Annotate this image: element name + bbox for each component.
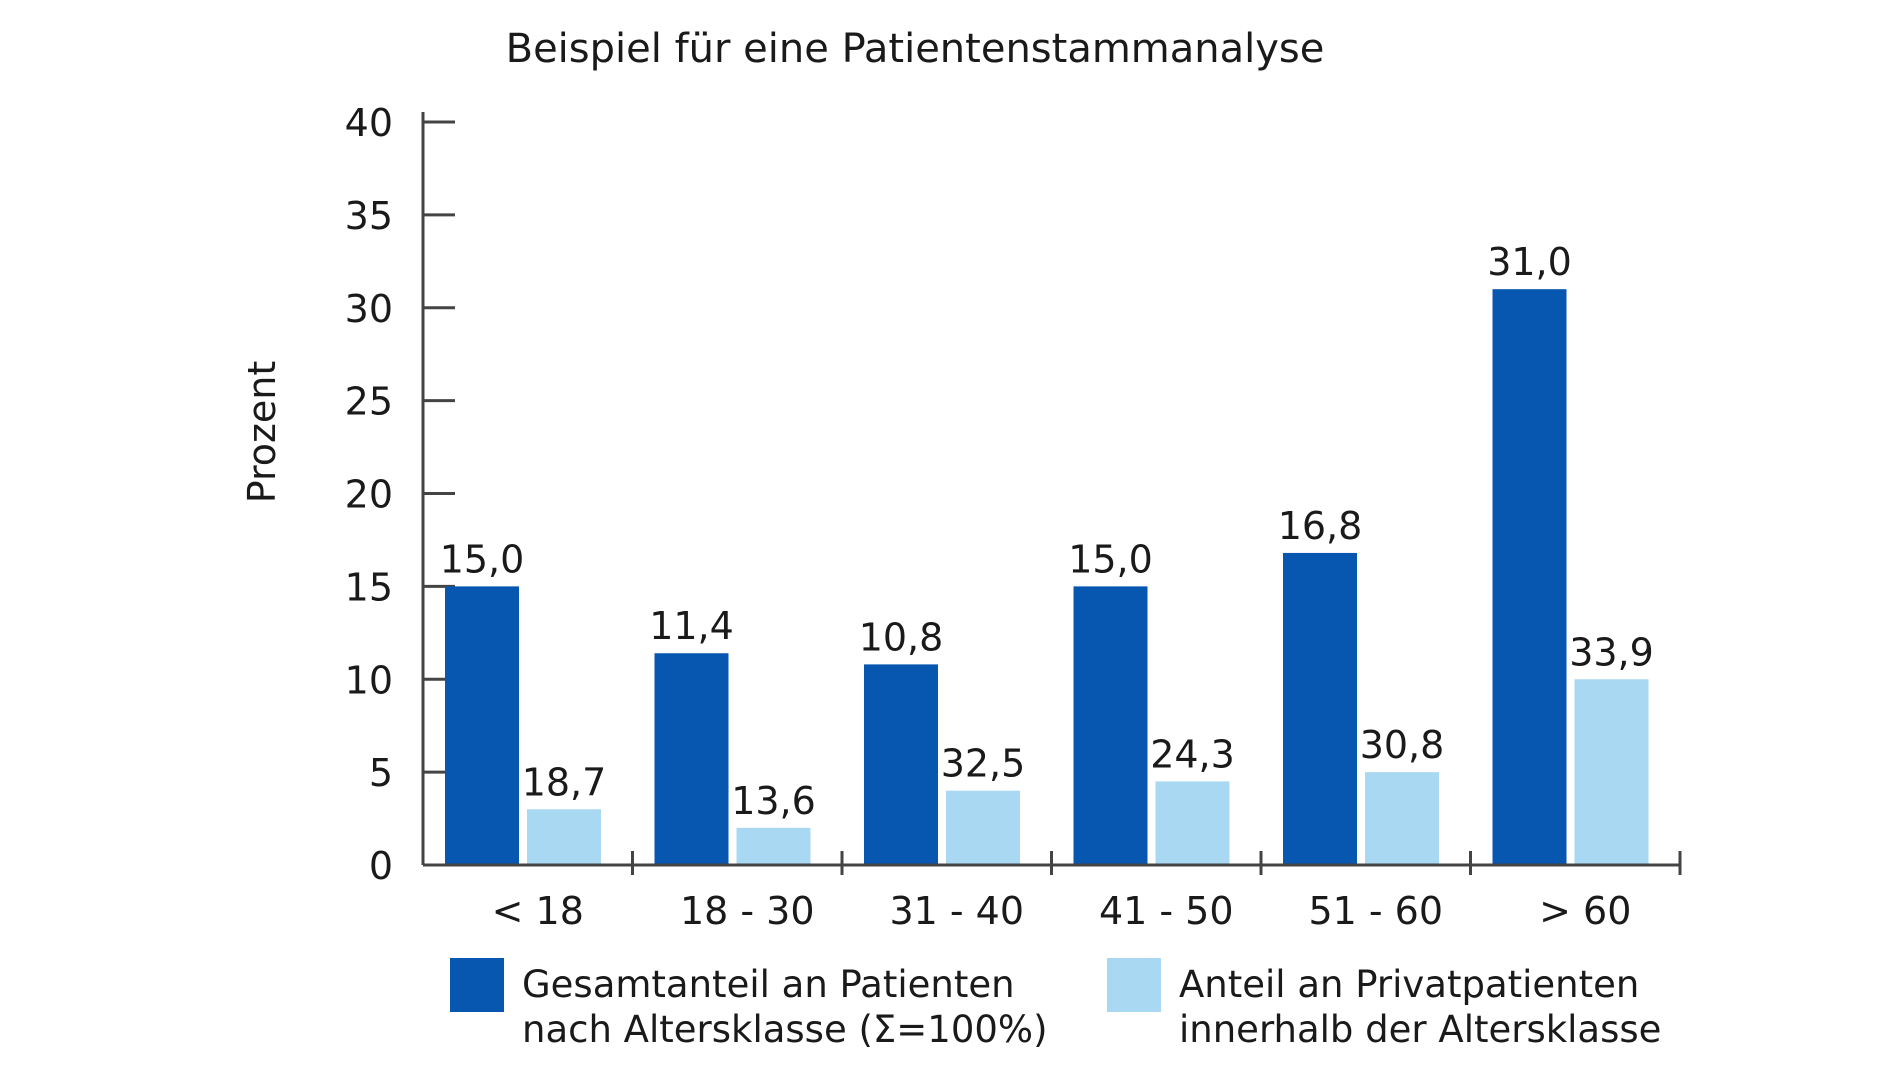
legend-label-1-line-2: nach Altersklasse (Σ=100%) <box>522 1008 1048 1051</box>
y-tick-label: 35 <box>345 194 393 238</box>
data-label-s1-5: 16,8 <box>1278 504 1363 548</box>
data-label-s2-5: 30,8 <box>1360 723 1445 767</box>
y-tick-label: 25 <box>345 380 393 424</box>
data-label-s1-2: 11,4 <box>649 604 734 648</box>
bar-s2-2 <box>736 827 811 865</box>
bar-s1-5 <box>1283 552 1357 865</box>
legend-label-2-line-2: innerhalb der Altersklasse <box>1179 1008 1661 1051</box>
x-tick-label: > 60 <box>1539 889 1631 933</box>
x-tick-label: 18 - 30 <box>680 889 815 933</box>
data-label-s2-4: 24,3 <box>1150 732 1235 776</box>
y-tick-label: 5 <box>369 751 393 795</box>
bar-s1-2 <box>654 653 729 865</box>
legend-swatch-2 <box>1107 958 1161 1012</box>
y-tick-label: 10 <box>345 658 393 702</box>
y-tick-label: 30 <box>345 287 393 331</box>
bar-s2-4 <box>1155 781 1230 865</box>
data-label-s2-3: 32,5 <box>941 742 1026 786</box>
y-tick-label: 15 <box>345 565 393 609</box>
bar-s1-4 <box>1073 586 1148 865</box>
bar-s2-3 <box>946 790 1020 865</box>
plot-area: 0 5 10 15 20 25 30 35 40 15,0 11,4 10,8 15,0 16,8 31,0… <box>345 101 1682 933</box>
x-tick-label: 41 - 50 <box>1099 889 1234 933</box>
bar-s1-6 <box>1492 289 1567 865</box>
data-label-s1-6: 31,0 <box>1487 240 1572 284</box>
data-label-s1-4: 15,0 <box>1068 537 1153 581</box>
data-label-s1-1: 15,0 <box>440 537 525 581</box>
bar-s2-5 <box>1365 772 1439 865</box>
bar-s2-6 <box>1574 679 1649 865</box>
y-tick-label: 40 <box>345 101 393 145</box>
legend-swatch-1 <box>450 958 504 1012</box>
data-label-s2-6: 33,9 <box>1569 630 1654 674</box>
x-tick-label: 51 - 60 <box>1308 889 1443 933</box>
y-axis-label: Prozent <box>240 361 284 504</box>
bar-s2-1 <box>527 809 601 865</box>
bar-s1-1 <box>445 586 519 865</box>
chart-title: Beispiel für eine Patientenstammanalyse <box>506 26 1325 72</box>
y-tick-label: 20 <box>345 473 393 517</box>
legend-label-2-line-1: Anteil an Privatpatienten <box>1179 963 1639 1006</box>
y-tick-label: 0 <box>369 844 393 888</box>
x-tick-label: 31 - 40 <box>889 889 1024 933</box>
data-label-s2-2: 13,6 <box>731 779 816 823</box>
legend-label-1-line-1: Gesamtanteil an Patienten <box>522 963 1015 1006</box>
bar-s1-3 <box>864 664 938 865</box>
data-label-s1-3: 10,8 <box>859 615 944 659</box>
x-tick-label: < 18 <box>492 889 584 933</box>
data-label-s2-1: 18,7 <box>522 760 607 804</box>
